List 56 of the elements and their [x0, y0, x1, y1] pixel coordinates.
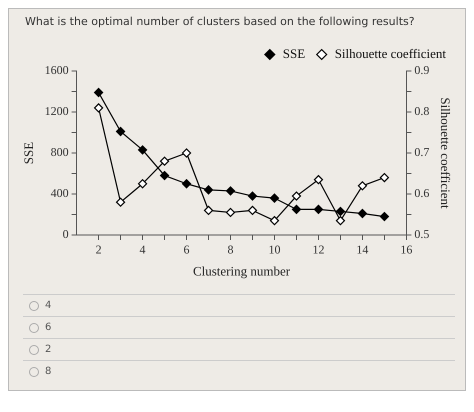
point	[358, 181, 368, 190]
point	[270, 216, 280, 226]
text: 2	[45, 344, 52, 355]
x-tick-label: 16	[400, 242, 412, 256]
point	[314, 175, 324, 184]
y2-tick-label: 0.7	[414, 145, 430, 160]
point	[226, 186, 236, 196]
point	[94, 103, 104, 112]
point	[182, 148, 192, 158]
point	[336, 216, 346, 226]
point	[138, 179, 148, 188]
chart-title: What is the optimal number of clusters based on the following results?	[24, 15, 416, 30]
y2-tick-label: 0.8	[414, 104, 430, 118]
point	[292, 204, 302, 214]
point	[292, 191, 302, 201]
point	[248, 206, 258, 215]
y-tick-label: 800	[50, 145, 69, 160]
point	[204, 185, 214, 194]
point	[248, 191, 258, 201]
point	[160, 156, 170, 166]
y-axis-title: SSE	[21, 142, 36, 164]
point	[116, 126, 126, 136]
legend-label: Silhouette coefficient	[334, 46, 446, 61]
legend-label: SSE	[282, 46, 306, 61]
x-tick-label: 6	[184, 242, 190, 256]
point	[160, 170, 170, 180]
point	[314, 204, 324, 214]
x-tick-label: 10	[268, 242, 280, 256]
x-tick-label: 2	[96, 242, 102, 256]
point	[116, 198, 126, 207]
y2-tick-label: 0.6	[414, 186, 430, 200]
x-tick-label: 14	[356, 242, 368, 256]
y2-tick-label: 0.9	[414, 63, 430, 78]
y-tick-label: 1600	[44, 63, 69, 78]
y-tick-label: 400	[50, 186, 69, 200]
point	[358, 208, 368, 218]
point	[380, 212, 390, 222]
point	[336, 206, 346, 216]
x-tick-label: 12	[312, 242, 324, 256]
y-tick-label: 0	[62, 227, 69, 242]
y2-axis-title: Silhouette coefficient	[438, 97, 453, 210]
point	[138, 145, 148, 155]
text: 6	[45, 322, 52, 333]
text: 4	[45, 300, 52, 311]
point	[182, 179, 192, 188]
text: 8	[45, 366, 52, 377]
point	[226, 208, 236, 218]
x-axis-title: Clustering number	[192, 264, 291, 279]
y2-tick-label: 0.5	[414, 227, 430, 242]
point	[380, 173, 390, 182]
x-tick-label: 4	[140, 242, 146, 256]
point	[94, 88, 104, 98]
x-tick-label: 8	[228, 242, 234, 256]
point	[270, 194, 280, 203]
y-tick-label: 1200	[44, 104, 69, 118]
point	[204, 206, 214, 215]
